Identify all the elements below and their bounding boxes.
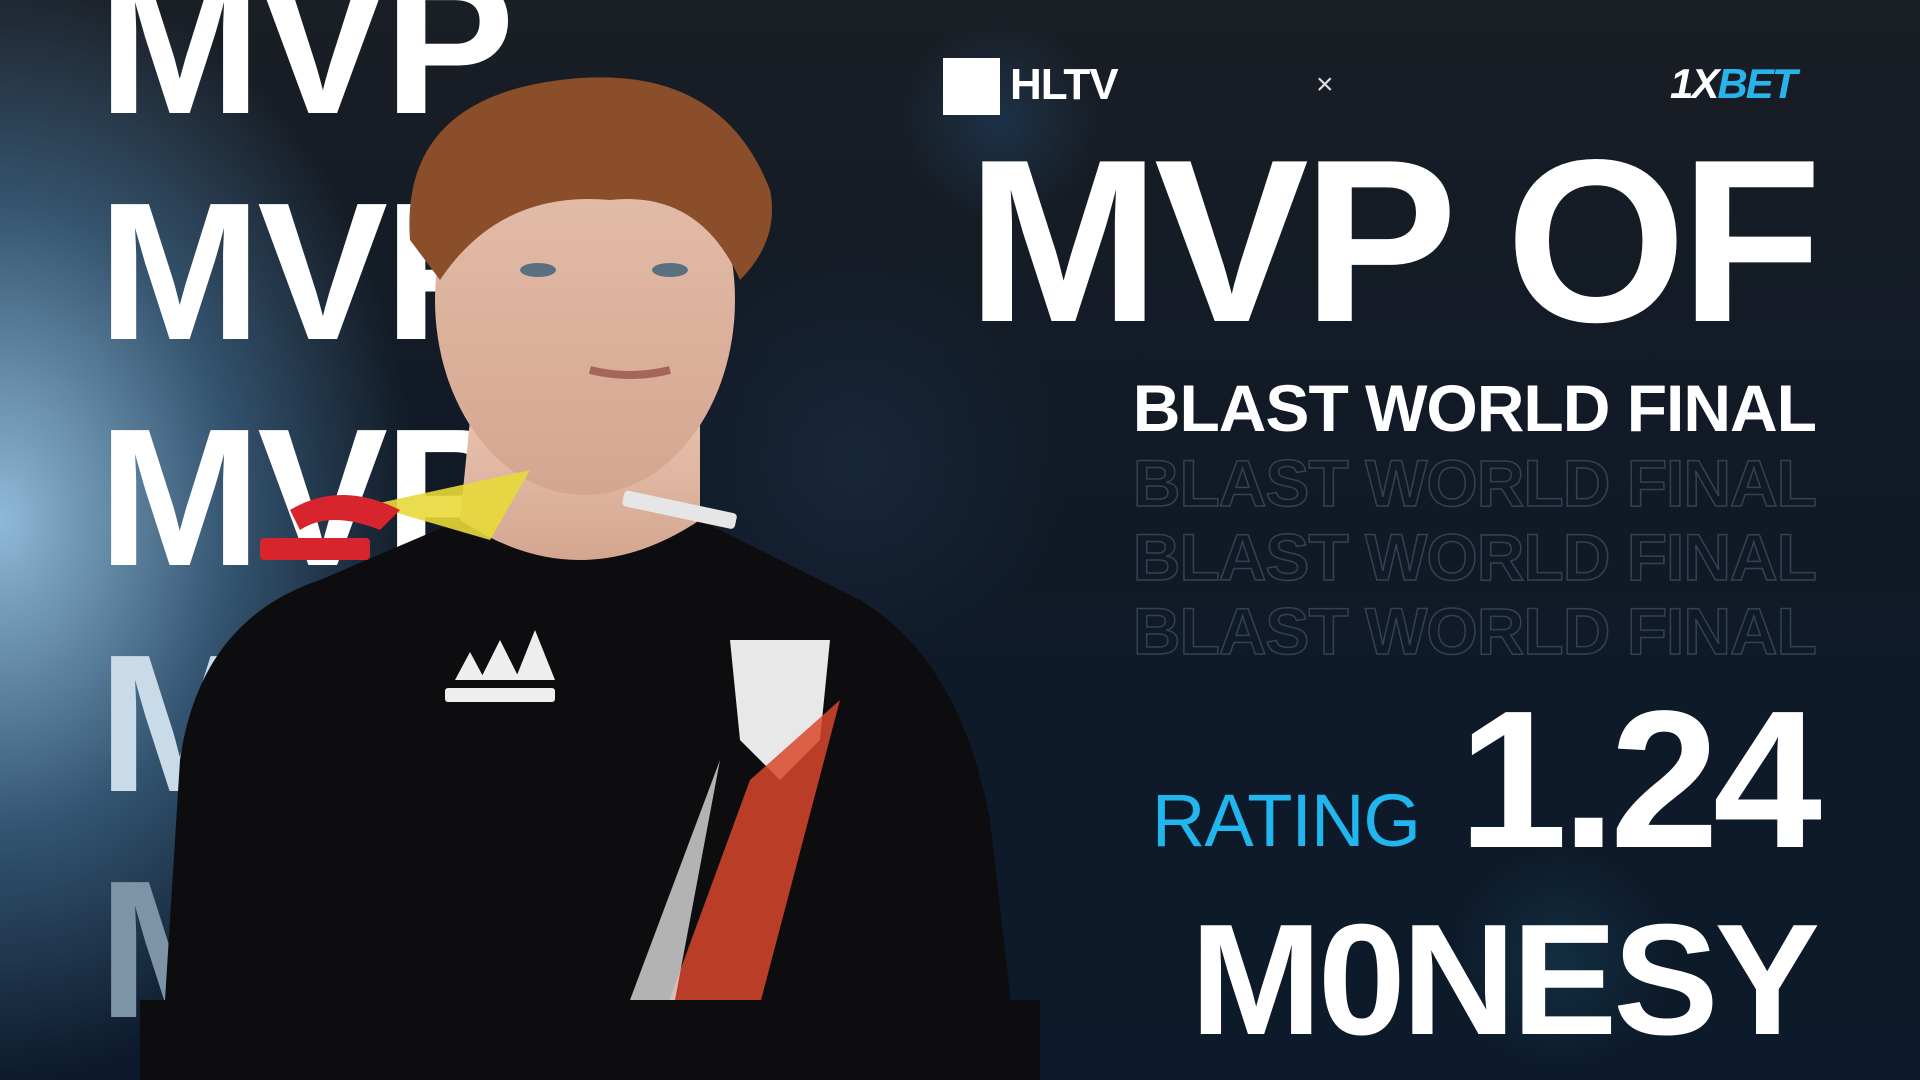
event-name: BLAST WORLD FINAL	[1132, 371, 1817, 445]
hltv-logo-icon	[943, 58, 1000, 115]
adidas-logo	[455, 630, 555, 680]
event-name-outline: BLAST WORLD FINAL	[1132, 445, 1818, 520]
sponsor-suffix: BET	[1717, 60, 1797, 107]
rating-value: 1.24	[1458, 670, 1822, 889]
redbull-logo	[370, 470, 530, 540]
event-name-outline: BLAST WORLD FINAL	[1132, 519, 1818, 594]
hltv-logo: HLTV	[1010, 60, 1119, 109]
redbull-wordmark	[260, 538, 370, 560]
sponsor-logo: 1XBET	[1670, 60, 1797, 107]
headline: MVP OF	[966, 112, 1822, 371]
redbull-bull-icon	[290, 495, 400, 530]
hair	[409, 77, 772, 280]
sponsor-prefix: 1X	[1670, 60, 1719, 107]
jersey	[160, 520, 1020, 1080]
player-name: M0NESY	[1190, 892, 1820, 1068]
rating-label: RATING	[1151, 779, 1421, 862]
logitech-logo	[622, 490, 737, 529]
event-name-outline: BLAST WORLD FINAL	[1132, 593, 1818, 668]
player-photo	[140, 77, 1040, 1080]
collab-separator: ×	[1316, 68, 1334, 101]
